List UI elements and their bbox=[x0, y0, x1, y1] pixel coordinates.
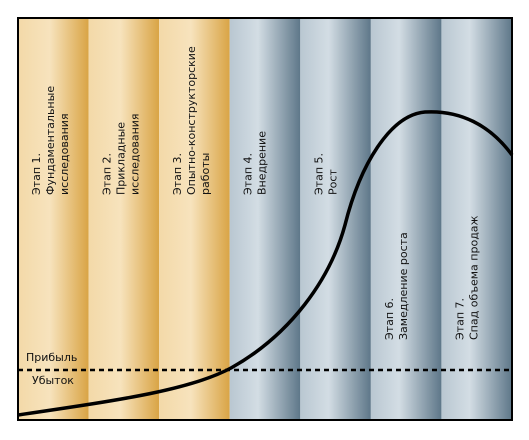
stage-label: Фундаментальные bbox=[44, 86, 57, 195]
stage-label: исследования bbox=[129, 113, 142, 195]
stage-label: исследования bbox=[58, 113, 71, 195]
stage-column bbox=[18, 18, 89, 420]
life-cycle-curve bbox=[17, 110, 514, 417]
stage-column bbox=[229, 18, 301, 420]
stage-label: Этап 5. bbox=[312, 153, 325, 195]
stage-label: Спад объема продаж bbox=[467, 215, 480, 340]
stage-label: Замедление роста bbox=[397, 232, 410, 340]
stage-column bbox=[88, 18, 160, 420]
stage-label: Этап 1. bbox=[30, 153, 43, 195]
stage-label: Опытно-конструкторские bbox=[185, 46, 198, 195]
stage-label: работы bbox=[199, 153, 212, 195]
stage-label: Этап 2. bbox=[101, 153, 114, 195]
stage-column bbox=[300, 18, 371, 420]
loss-label: Убыток bbox=[32, 374, 74, 387]
stage-column bbox=[159, 18, 230, 420]
stage-label: Внедрение bbox=[256, 131, 269, 195]
stage-label: Этап 6. bbox=[383, 298, 396, 340]
stage-label: Рост bbox=[326, 169, 339, 195]
stage-label: Этап 4. bbox=[242, 153, 255, 195]
stage-column bbox=[370, 18, 442, 420]
stage-column bbox=[441, 18, 512, 420]
stage-label: Этап 3. bbox=[171, 153, 184, 195]
profit-label: Прибыль bbox=[26, 351, 77, 364]
frame bbox=[17, 17, 513, 421]
stage-label: Этап 7. bbox=[453, 298, 466, 340]
stage-label: Прикладные bbox=[115, 122, 128, 195]
